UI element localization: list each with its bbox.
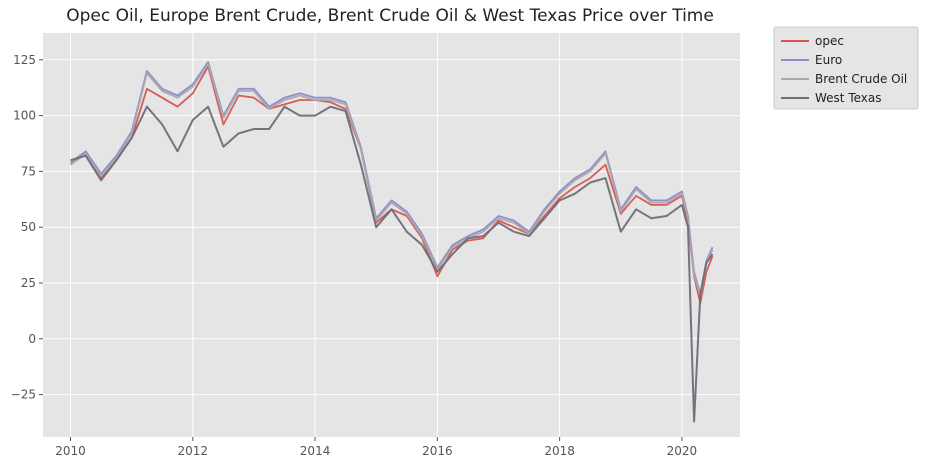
- series-line-opec: [69, 65, 714, 305]
- series-line-west-texas: [70, 105, 714, 423]
- series-line-euro: [69, 61, 714, 296]
- legend: opec Euro Brent Crude Oil West Texas: [773, 26, 919, 110]
- legend-box: [773, 26, 919, 110]
- plot-area: [43, 33, 740, 437]
- x-tick-label: 2010: [55, 444, 86, 458]
- legend-label: Brent Crude Oil: [815, 72, 907, 86]
- y-tick-label: 75: [21, 164, 36, 178]
- y-tick-label: 25: [21, 276, 36, 290]
- series-lines: [69, 61, 714, 423]
- axis-tick-labels: 2010 2012 2014 2016 2018 2020 −25 0 25 50 75 100 125: [11, 53, 698, 458]
- y-tick-label: 100: [13, 109, 36, 123]
- y-tick-label: −25: [11, 388, 36, 402]
- legend-label: Euro: [815, 53, 842, 67]
- x-tick-label: 2020: [667, 444, 698, 458]
- x-tick-label: 2018: [544, 444, 575, 458]
- y-tick-label: 50: [21, 220, 36, 234]
- series-line-brent-crude-oil: [69, 63, 714, 298]
- x-tick-label: 2012: [178, 444, 209, 458]
- y-tick-label: 125: [13, 53, 36, 67]
- legend-label: opec: [815, 34, 844, 48]
- y-tick-label: 0: [28, 332, 36, 346]
- chart-title: Opec Oil, Europe Brent Crude, Brent Crud…: [66, 6, 714, 26]
- legend-label: West Texas: [815, 91, 882, 105]
- x-tick-label: 2016: [422, 444, 453, 458]
- x-tick-label: 2014: [300, 444, 331, 458]
